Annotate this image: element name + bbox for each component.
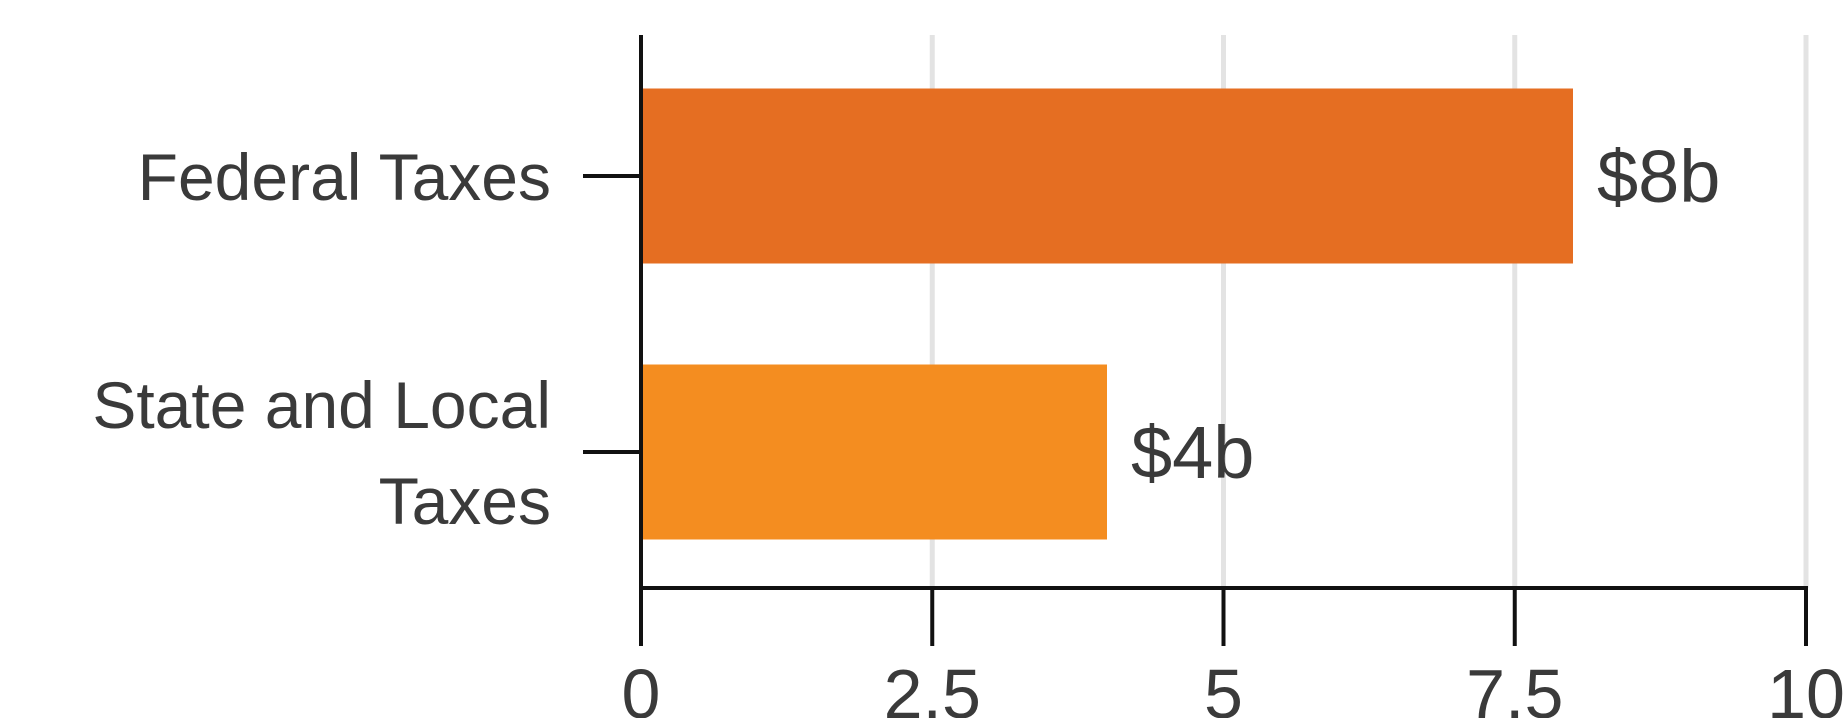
x-tick-label-10: 10 [1767, 655, 1845, 718]
bar-federal-taxes [641, 88, 1573, 264]
value-label-state-and-local-taxes: $4b [1131, 411, 1254, 494]
x-tick-label-5: 5 [1204, 655, 1243, 718]
category-label-state-and-local-taxes-line-2: Taxes [379, 464, 551, 538]
value-label-federal-taxes: $8b [1597, 135, 1720, 218]
category-label-federal-taxes-line-1: Federal Taxes [138, 140, 551, 214]
bar-state-and-local-taxes [641, 364, 1107, 540]
x-tick-label-0: 0 [622, 655, 661, 718]
bars [641, 88, 1573, 540]
x-tick-label-7-5: 7.5 [1466, 655, 1563, 718]
category-label-state-and-local-taxes-line-1: State and Local [92, 368, 551, 442]
x-tick-label-2-5: 2.5 [884, 655, 981, 718]
labels: $8b $4b Federal Taxes State and Local Taxes 0… [92, 135, 1845, 718]
axes [583, 35, 1808, 646]
